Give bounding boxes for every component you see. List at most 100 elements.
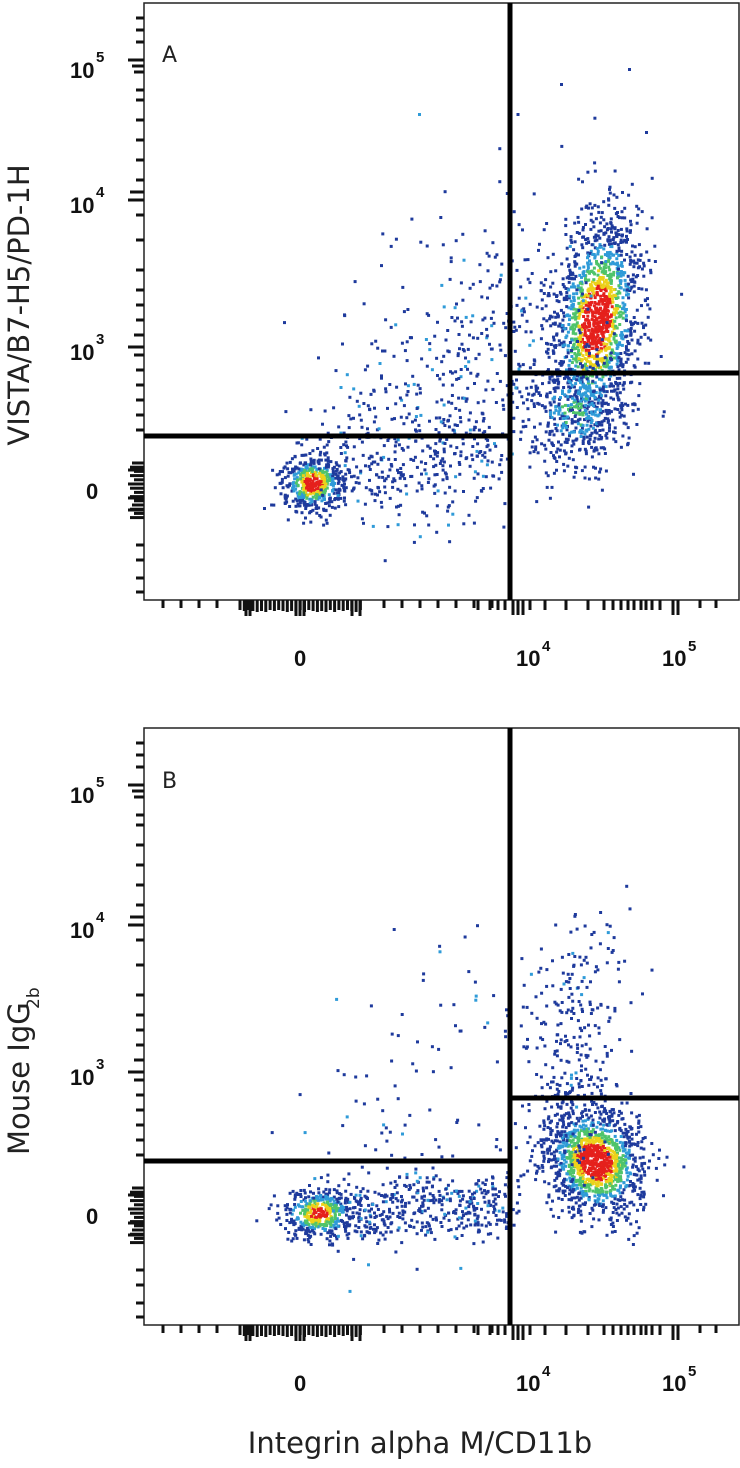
event-dot xyxy=(540,298,544,302)
event-dot xyxy=(590,317,594,321)
event-dot xyxy=(310,1219,314,1222)
event-dot xyxy=(608,239,612,243)
event-dot xyxy=(621,1131,625,1135)
event-dot xyxy=(615,195,619,199)
event-dot xyxy=(319,1198,323,1202)
event-dot xyxy=(562,1167,566,1171)
event-dot xyxy=(355,465,359,469)
event-dot xyxy=(612,1111,616,1115)
event-dot xyxy=(643,1161,647,1165)
event-dot xyxy=(329,1225,333,1229)
event-dot xyxy=(302,501,306,505)
event-dot xyxy=(603,271,607,275)
event-dot xyxy=(633,1185,637,1189)
event-dot xyxy=(559,443,563,447)
event-dot xyxy=(592,1158,596,1162)
event-dot xyxy=(604,1184,607,1188)
event-dot xyxy=(621,296,625,300)
event-dot xyxy=(581,1202,585,1206)
event-dot xyxy=(311,473,315,477)
event-dot xyxy=(636,1168,640,1171)
event-dot xyxy=(287,471,291,475)
event-dot xyxy=(659,355,663,358)
event-dot xyxy=(309,468,313,472)
event-dot xyxy=(551,1199,554,1203)
event-dot xyxy=(597,320,601,324)
event-dot xyxy=(592,355,596,358)
event-dot xyxy=(319,480,323,484)
event-dot xyxy=(464,315,468,319)
event-dot xyxy=(393,458,397,461)
event-dot xyxy=(418,113,421,116)
event-dot xyxy=(566,397,570,401)
event-dot xyxy=(316,460,320,464)
event-dot xyxy=(537,1166,541,1170)
event-dot xyxy=(589,218,593,222)
event-dot xyxy=(592,278,596,282)
event-dot xyxy=(564,233,568,236)
event-dot xyxy=(357,404,361,408)
event-dot xyxy=(575,1195,579,1199)
event-dot xyxy=(572,405,576,409)
event-dot xyxy=(601,1190,605,1194)
event-dot xyxy=(306,488,310,492)
event-dot xyxy=(636,1178,640,1182)
event-dot xyxy=(570,430,574,434)
event-dot xyxy=(604,337,608,341)
event-dot xyxy=(578,343,582,347)
event-dot xyxy=(598,282,602,286)
event-dot xyxy=(327,493,331,497)
event-dot xyxy=(293,467,297,471)
event-dot xyxy=(306,1218,310,1222)
event-dot xyxy=(424,462,428,465)
event-dot xyxy=(580,426,584,430)
event-dot xyxy=(578,273,582,277)
event-dot xyxy=(629,223,633,227)
event-dot xyxy=(538,1124,542,1128)
event-dot xyxy=(614,440,618,444)
event-dot xyxy=(577,1139,581,1143)
event-dot xyxy=(582,235,586,239)
event-dot xyxy=(419,413,423,417)
event-dot xyxy=(562,1155,566,1159)
event-dot xyxy=(585,343,589,347)
event-dot xyxy=(548,375,552,379)
event-dot xyxy=(343,1225,346,1228)
event-dot xyxy=(443,491,447,495)
event-dot xyxy=(607,409,611,412)
event-dot xyxy=(586,1137,590,1141)
event-dot xyxy=(567,306,571,310)
event-dot xyxy=(562,1179,565,1183)
event-dot xyxy=(324,1227,327,1231)
event-dot xyxy=(528,366,532,370)
event-dot xyxy=(294,487,298,491)
event-dot xyxy=(326,1195,330,1199)
event-dot xyxy=(589,212,593,216)
event-dot xyxy=(559,360,563,363)
event-dot xyxy=(420,484,424,488)
event-dot xyxy=(343,1227,347,1231)
event-dot xyxy=(377,475,381,479)
event-dot xyxy=(542,1159,546,1163)
event-dot xyxy=(624,1144,628,1148)
event-dot xyxy=(646,315,650,319)
event-dot xyxy=(620,1166,624,1170)
event-dot xyxy=(619,333,623,337)
event-dot xyxy=(339,452,343,455)
event-dot xyxy=(305,1221,309,1225)
event-dot xyxy=(576,1128,580,1132)
event-dot xyxy=(540,442,544,446)
event-dot xyxy=(577,316,581,320)
event-dot xyxy=(296,484,300,488)
event-dot xyxy=(565,291,569,294)
event-dot xyxy=(616,396,620,400)
event-dot xyxy=(442,418,446,421)
event-dot xyxy=(313,471,317,475)
event-dot xyxy=(298,499,302,502)
event-dot xyxy=(591,1189,595,1193)
event-dot xyxy=(348,1207,352,1211)
event-dot xyxy=(316,1198,320,1202)
event-dot xyxy=(413,523,416,527)
event-dot xyxy=(322,523,326,527)
event-dot xyxy=(574,390,578,394)
